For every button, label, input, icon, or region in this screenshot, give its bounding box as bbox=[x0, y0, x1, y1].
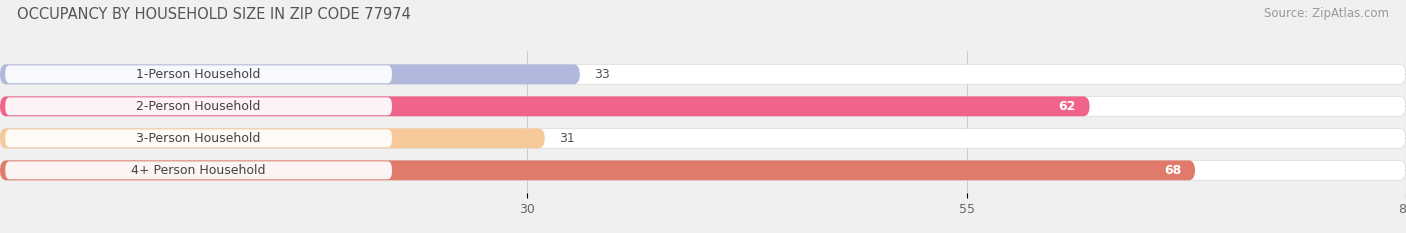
FancyBboxPatch shape bbox=[0, 96, 1090, 116]
Text: Source: ZipAtlas.com: Source: ZipAtlas.com bbox=[1264, 7, 1389, 20]
FancyBboxPatch shape bbox=[0, 160, 1195, 180]
Text: 31: 31 bbox=[560, 132, 575, 145]
FancyBboxPatch shape bbox=[0, 64, 1406, 84]
Text: 68: 68 bbox=[1164, 164, 1181, 177]
FancyBboxPatch shape bbox=[6, 65, 392, 83]
Text: 3-Person Household: 3-Person Household bbox=[136, 132, 260, 145]
Text: 33: 33 bbox=[593, 68, 610, 81]
FancyBboxPatch shape bbox=[0, 64, 581, 84]
Text: 4+ Person Household: 4+ Person Household bbox=[131, 164, 266, 177]
FancyBboxPatch shape bbox=[6, 97, 392, 115]
FancyBboxPatch shape bbox=[6, 129, 392, 147]
FancyBboxPatch shape bbox=[0, 160, 1406, 180]
FancyBboxPatch shape bbox=[0, 96, 1406, 116]
Text: OCCUPANCY BY HOUSEHOLD SIZE IN ZIP CODE 77974: OCCUPANCY BY HOUSEHOLD SIZE IN ZIP CODE … bbox=[17, 7, 411, 22]
Text: 2-Person Household: 2-Person Household bbox=[136, 100, 260, 113]
FancyBboxPatch shape bbox=[0, 128, 544, 148]
FancyBboxPatch shape bbox=[6, 161, 392, 179]
Text: 1-Person Household: 1-Person Household bbox=[136, 68, 260, 81]
FancyBboxPatch shape bbox=[0, 128, 1406, 148]
Text: 62: 62 bbox=[1059, 100, 1076, 113]
